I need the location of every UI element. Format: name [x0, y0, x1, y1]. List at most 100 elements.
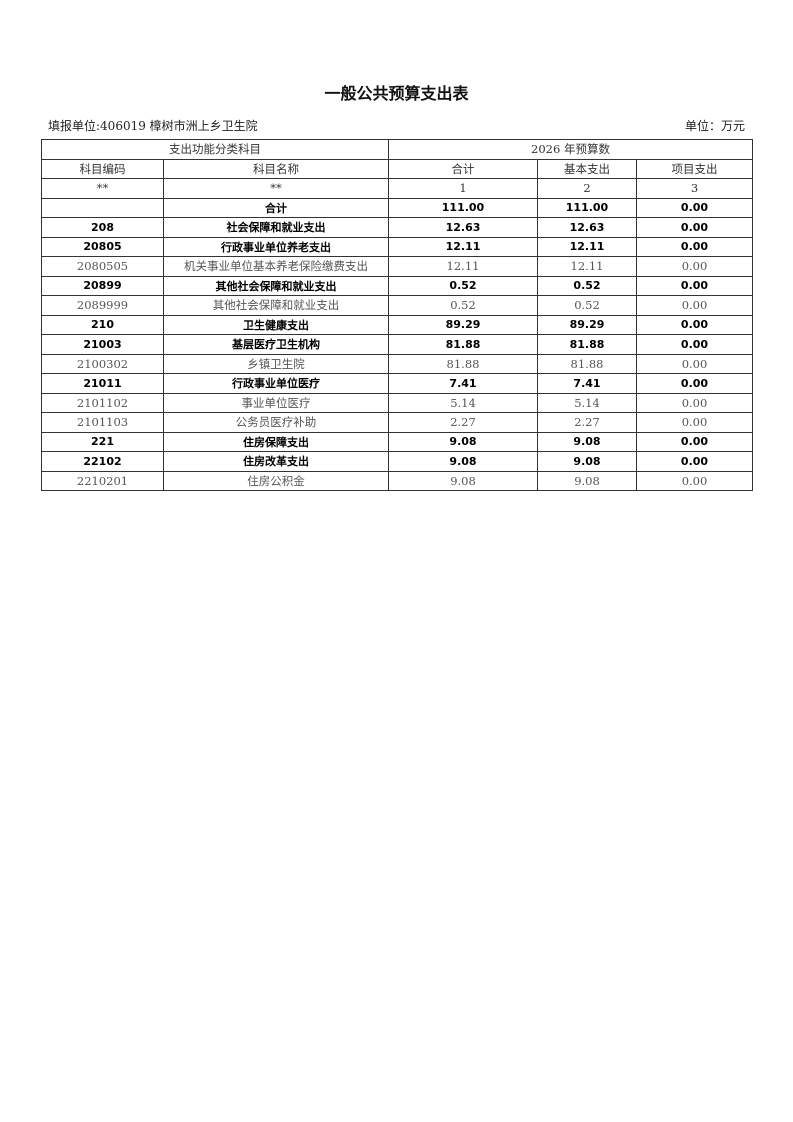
cell-name: 卫生健康支出 [163, 314, 389, 335]
cell-basic: 81.88 [537, 334, 637, 355]
cell-basic: 12.11 [537, 236, 637, 257]
cell-name: 乡镇卫生院 [163, 353, 389, 374]
cell-code: 2101103 [41, 412, 164, 433]
cell-code: 2089999 [41, 295, 164, 316]
column-header: 科目编码 [41, 158, 164, 179]
cell-total: 0.52 [388, 275, 538, 296]
cell-project: 0.00 [636, 431, 753, 452]
cell-total: 5.14 [388, 392, 538, 413]
group-header-budget: 2026 年预算数 [388, 139, 753, 160]
budget-expenditure-table: 支出功能分类科目 2026 年预算数 科目编码 科目名称 合计 基本支出 项目支… [41, 139, 753, 491]
table-row: 21011 行政事业单位医疗 7.41 7.41 0.00 [41, 373, 753, 394]
table-row: 2101102 事业单位医疗 5.14 5.14 0.00 [41, 392, 753, 413]
cell-code: 221 [41, 431, 164, 452]
index-cell: ** [163, 178, 389, 199]
cell-code: 2100302 [41, 353, 164, 374]
index-cell: 3 [636, 178, 753, 199]
cell-project: 0.00 [636, 451, 753, 472]
table-row: 2101103 公务员医疗补助 2.27 2.27 0.00 [41, 412, 753, 433]
cell-code: 2210201 [41, 470, 164, 491]
page-title: 一般公共预算支出表 [324, 84, 469, 103]
cell-name: 其他社会保障和就业支出 [163, 295, 389, 316]
cell-project: 0.00 [636, 412, 753, 433]
cell-name: 住房保障支出 [163, 431, 389, 452]
cell-name: 事业单位医疗 [163, 392, 389, 413]
cell-basic: 111.00 [537, 197, 637, 218]
cell-project: 0.00 [636, 236, 753, 257]
cell-basic: 9.08 [537, 470, 637, 491]
cell-code: 208 [41, 217, 164, 238]
cell-code: 20899 [41, 275, 164, 296]
cell-name: 行政事业单位医疗 [163, 373, 389, 394]
cell-project: 0.00 [636, 256, 753, 277]
table-row: 20805 行政事业单位养老支出 12.11 12.11 0.00 [41, 236, 753, 257]
reporting-unit: 填报单位:406019 樟树市洲上乡卫生院 [48, 119, 258, 133]
cell-basic: 89.29 [537, 314, 637, 335]
column-header: 科目名称 [163, 158, 389, 179]
table-row: 2210201 住房公积金 9.08 9.08 0.00 [41, 470, 753, 491]
cell-basic: 0.52 [537, 275, 637, 296]
cell-project: 0.00 [636, 197, 753, 218]
cell-name: 合计 [163, 197, 389, 218]
cell-project: 0.00 [636, 470, 753, 491]
table-row: 208 社会保障和就业支出 12.63 12.63 0.00 [41, 217, 753, 238]
cell-name: 社会保障和就业支出 [163, 217, 389, 238]
cell-total: 111.00 [388, 197, 538, 218]
group-header-classification: 支出功能分类科目 [41, 139, 389, 160]
cell-project: 0.00 [636, 314, 753, 335]
cell-code: 21003 [41, 334, 164, 355]
cell-total: 9.08 [388, 470, 538, 491]
column-header: 基本支出 [537, 158, 637, 179]
cell-basic: 5.14 [537, 392, 637, 413]
cell-project: 0.00 [636, 334, 753, 355]
cell-code: 2080505 [41, 256, 164, 277]
cell-code: 2101102 [41, 392, 164, 413]
cell-total: 81.88 [388, 353, 538, 374]
cell-name: 住房公积金 [163, 470, 389, 491]
cell-code [41, 197, 164, 218]
cell-basic: 0.52 [537, 295, 637, 316]
cell-basic: 81.88 [537, 353, 637, 374]
cell-project: 0.00 [636, 275, 753, 296]
cell-total: 9.08 [388, 431, 538, 452]
cell-basic: 7.41 [537, 373, 637, 394]
cell-total: 7.41 [388, 373, 538, 394]
cell-project: 0.00 [636, 295, 753, 316]
cell-total: 2.27 [388, 412, 538, 433]
cell-code: 21011 [41, 373, 164, 394]
cell-project: 0.00 [636, 217, 753, 238]
index-cell: 2 [537, 178, 637, 199]
index-cell: 1 [388, 178, 538, 199]
index-row: ** ** 1 2 3 [41, 178, 753, 199]
table-row: 合计 111.00 111.00 0.00 [41, 197, 753, 218]
cell-basic: 9.08 [537, 451, 637, 472]
table-row: 22102 住房改革支出 9.08 9.08 0.00 [41, 451, 753, 472]
cell-code: 210 [41, 314, 164, 335]
table-row: 2100302 乡镇卫生院 81.88 81.88 0.00 [41, 353, 753, 374]
group-header-row: 支出功能分类科目 2026 年预算数 [41, 139, 753, 160]
cell-basic: 12.63 [537, 217, 637, 238]
table-row: 210 卫生健康支出 89.29 89.29 0.00 [41, 314, 753, 335]
currency-unit: 单位：万元 [684, 119, 745, 133]
cell-total: 12.11 [388, 236, 538, 257]
cell-name: 机关事业单位基本养老保险缴费支出 [163, 256, 389, 277]
cell-total: 9.08 [388, 451, 538, 472]
table-row: 221 住房保障支出 9.08 9.08 0.00 [41, 431, 753, 452]
cell-project: 0.00 [636, 353, 753, 374]
cell-total: 89.29 [388, 314, 538, 335]
table-row: 21003 基层医疗卫生机构 81.88 81.88 0.00 [41, 334, 753, 355]
cell-basic: 12.11 [537, 256, 637, 277]
table-row: 2089999 其他社会保障和就业支出 0.52 0.52 0.00 [41, 295, 753, 316]
cell-name: 基层医疗卫生机构 [163, 334, 389, 355]
cell-total: 81.88 [388, 334, 538, 355]
cell-name: 行政事业单位养老支出 [163, 236, 389, 257]
cell-total: 12.11 [388, 256, 538, 277]
cell-project: 0.00 [636, 392, 753, 413]
cell-total: 0.52 [388, 295, 538, 316]
cell-name: 其他社会保障和就业支出 [163, 275, 389, 296]
cell-code: 22102 [41, 451, 164, 472]
table-row: 20899 其他社会保障和就业支出 0.52 0.52 0.00 [41, 275, 753, 296]
table-row: 2080505 机关事业单位基本养老保险缴费支出 12.11 12.11 0.00 [41, 256, 753, 277]
column-header: 项目支出 [636, 158, 753, 179]
column-header: 合计 [388, 158, 538, 179]
